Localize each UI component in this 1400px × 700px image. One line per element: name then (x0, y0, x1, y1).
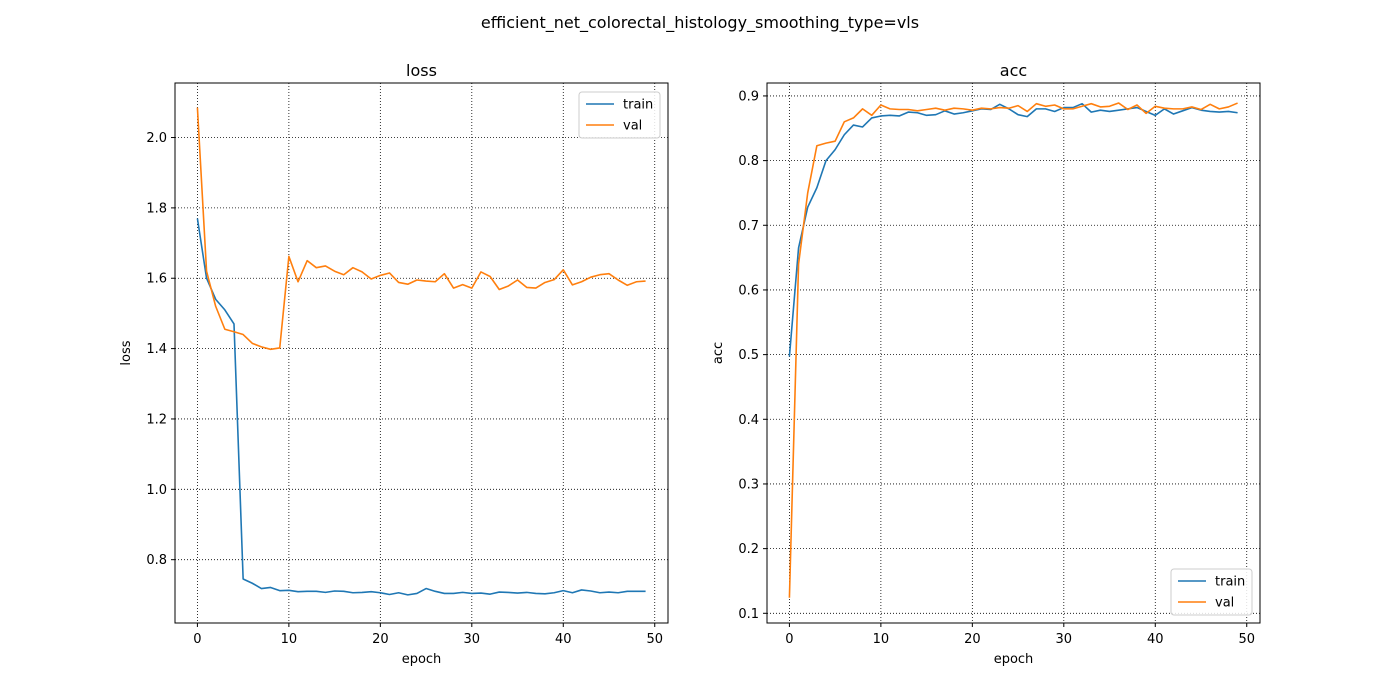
loss-x-tick-label: 0 (193, 632, 201, 647)
acc-x-tick-label: 30 (1056, 632, 1073, 647)
loss-legend: train val (578, 91, 661, 139)
acc-legend-label-val: val (1215, 596, 1234, 611)
loss-y-axis-label: loss (119, 340, 134, 365)
loss-x-tick-label: 40 (555, 632, 572, 647)
acc-series-val-line (788, 102, 1238, 598)
acc-y-axis-label: acc (711, 342, 726, 364)
acc-x-tick-label: 20 (964, 632, 981, 647)
acc-x-tick-label: 40 (1147, 632, 1164, 647)
acc-y-tick-label: 0.3 (738, 477, 759, 492)
loss-x-tick-label: 50 (646, 632, 663, 647)
acc-y-tick-label: 0.8 (738, 154, 759, 169)
loss-panel: 0 10 20 30 40 50 0.8 1.0 1.2 1.4 1.6 1.8 2.0 loss epoc… (119, 61, 669, 667)
acc-y-tick-label: 0.5 (738, 348, 759, 363)
loss-y-tick-label: 1.0 (146, 483, 167, 498)
loss-series-train-line (196, 218, 646, 596)
acc-y-tick-label: 0.7 (738, 219, 759, 234)
acc-y-tick-label: 0.2 (738, 542, 759, 557)
loss-legend-label-train: train (623, 98, 653, 113)
loss-legend-label-val: val (623, 119, 642, 134)
acc-panel: 0 10 20 30 40 50 0.1 0.2 0.3 0.4 0.5 0.6 0.7 0.8 0.9 ac… (711, 61, 1261, 667)
acc-x-axis-label: epoch (994, 652, 1034, 667)
acc-y-tick-label: 0.1 (738, 607, 759, 622)
loss-x-tick-label: 20 (372, 632, 389, 647)
loss-x-axis-label: epoch (402, 652, 442, 667)
loss-series-val-line (196, 107, 646, 351)
loss-y-tick-label: 2.0 (146, 131, 167, 146)
acc-y-tick-label: 0.9 (738, 89, 759, 104)
loss-y-tick-label: 1.4 (146, 342, 167, 357)
acc-y-tick-label: 0.4 (738, 413, 759, 428)
acc-x-tick-label: 0 (785, 632, 793, 647)
acc-axes-frame (766, 82, 1261, 624)
loss-y-tick-label: 1.8 (146, 201, 167, 216)
figure-suptitle: efficient_net_colorectal_histology_smoot… (481, 13, 919, 33)
acc-x-tick-label: 10 (873, 632, 890, 647)
loss-x-tick-label: 10 (281, 632, 298, 647)
loss-axes-frame (174, 82, 669, 624)
acc-y-tick-label: 0.6 (738, 283, 759, 298)
loss-plot-title: loss (406, 61, 437, 80)
acc-series-train-line (788, 102, 1238, 357)
loss-y-tick-label: 1.6 (146, 272, 167, 287)
loss-x-tick-label: 30 (464, 632, 481, 647)
acc-legend: train val (1170, 568, 1253, 616)
acc-plot-title: acc (1000, 61, 1027, 80)
acc-x-tick-label: 50 (1238, 632, 1255, 647)
loss-y-tick-label: 1.2 (146, 412, 167, 427)
acc-legend-label-train: train (1215, 575, 1245, 590)
loss-y-tick-label: 0.8 (146, 553, 167, 568)
